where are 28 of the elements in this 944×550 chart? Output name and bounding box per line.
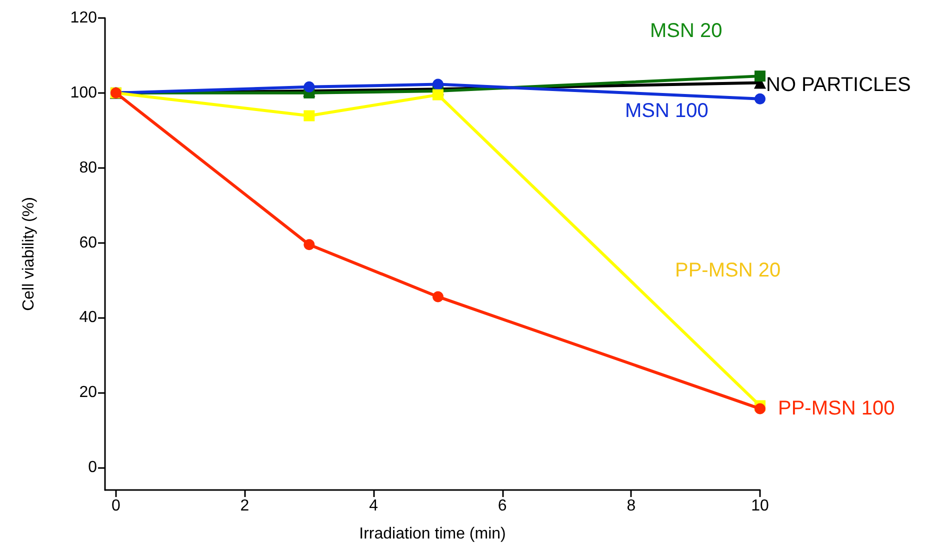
- x-tick-label: 4: [369, 498, 378, 514]
- x-tick-label: 10: [751, 498, 769, 514]
- point: [754, 93, 766, 104]
- y-axis-title: Cell viability (%): [20, 197, 38, 311]
- series-label: PP-MSN 20: [675, 260, 781, 282]
- point: [304, 110, 315, 122]
- y-tick-label: 20: [79, 384, 98, 402]
- point: [304, 81, 315, 92]
- x-tick-label: 2: [240, 498, 250, 514]
- y-tick-label: 100: [70, 84, 98, 102]
- y-tick-label: 40: [79, 309, 98, 326]
- series-label: MSN 100: [625, 100, 708, 122]
- point: [754, 403, 766, 414]
- x-tick-label: 0: [111, 498, 120, 514]
- y-tick-label: 0: [88, 459, 98, 476]
- point: [432, 89, 444, 100]
- point: [432, 78, 444, 90]
- y-tick-label: 60: [79, 234, 98, 252]
- series-label: MSN 20: [650, 20, 722, 42]
- x-tick-label: 8: [626, 498, 636, 514]
- series-label: PP-MSN 100: [778, 398, 895, 420]
- point: [304, 239, 315, 250]
- series-label: NO PARTICLES: [766, 74, 911, 96]
- x-tick-label: 6: [498, 498, 507, 514]
- y-tick-label: 80: [79, 159, 98, 176]
- x-axis-title: Irradiation time (min): [359, 526, 506, 542]
- point: [432, 291, 444, 302]
- y-tick-label: 120: [70, 10, 98, 26]
